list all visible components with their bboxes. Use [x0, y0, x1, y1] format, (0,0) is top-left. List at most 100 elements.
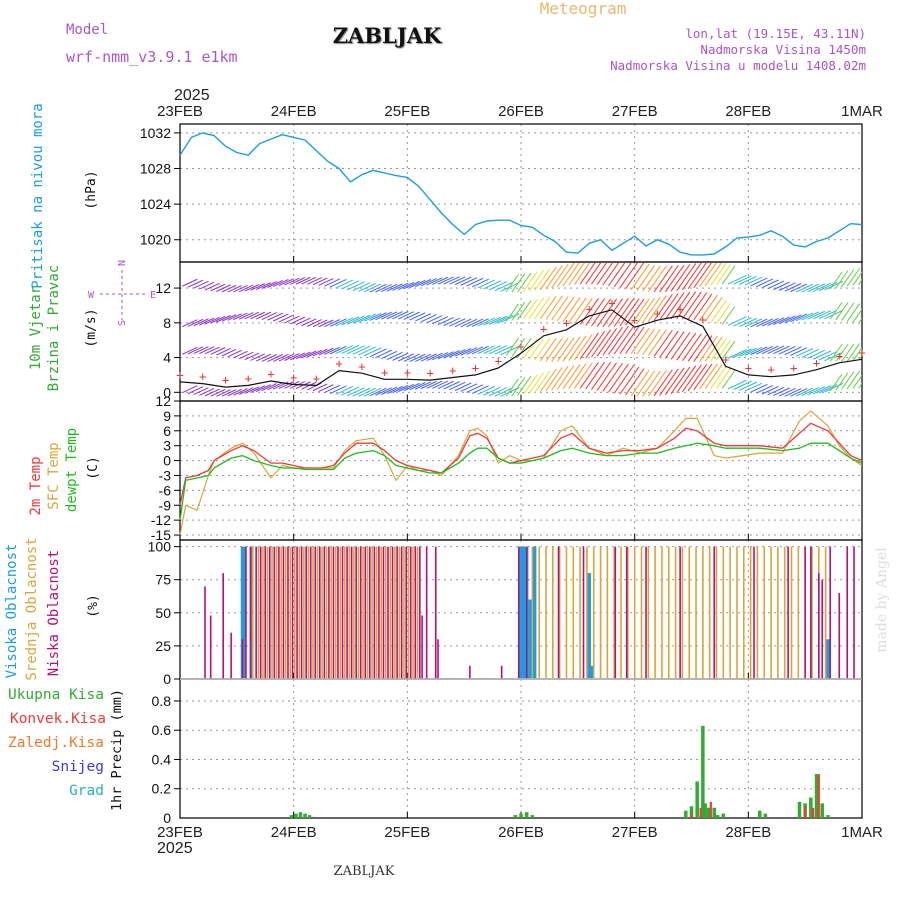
wind-barb — [647, 265, 667, 293]
wind-gust-marker: + — [199, 370, 206, 384]
wind-barb — [790, 283, 808, 293]
y-tick-label: 50 — [155, 605, 171, 621]
wind-barb — [488, 345, 508, 355]
wind-barb — [398, 281, 415, 291]
wind-barb — [255, 282, 272, 290]
wind-barb — [835, 343, 849, 362]
low-cloud-bar — [500, 665, 503, 679]
wind-barb — [574, 334, 593, 361]
wind-barb — [659, 265, 679, 293]
wind-barb — [454, 348, 472, 357]
wind-gust-marker: + — [404, 365, 411, 379]
wind-barb — [329, 345, 347, 355]
wind-barb — [272, 313, 289, 322]
wind-barb — [392, 282, 409, 291]
wind-barb — [199, 281, 215, 290]
wind-barb — [630, 369, 650, 396]
mid-cloud-bar — [251, 546, 254, 679]
mid-cloud-bar — [330, 546, 332, 679]
mid-cloud-bar — [586, 546, 588, 679]
wind-gust-marker: + — [790, 361, 797, 375]
y-tick-label: -6 — [159, 482, 172, 498]
wind-barb — [858, 278, 862, 285]
mid-cloud-bar — [262, 546, 264, 679]
wind-barb — [460, 277, 478, 286]
wind-barb — [539, 266, 557, 290]
wind-barb — [613, 364, 635, 394]
wind-barb — [841, 343, 855, 362]
wind-barb — [784, 283, 802, 292]
wind-barb — [454, 382, 472, 391]
wind-frame — [179, 261, 863, 402]
wind-barb — [670, 332, 691, 360]
wind-barb — [420, 353, 437, 362]
wind-barb — [290, 316, 306, 325]
wind-barb — [233, 350, 248, 359]
wind-barb — [767, 317, 785, 326]
low-cloud-bar — [364, 546, 367, 679]
low-cloud-bar — [300, 546, 303, 679]
wind-barb — [346, 387, 365, 397]
low-cloud-bar — [821, 579, 824, 679]
low-cloud-bar — [341, 546, 344, 679]
wind-barb — [642, 328, 661, 356]
mid-cloud-bar — [398, 546, 401, 679]
wind-barb — [301, 350, 317, 359]
wind-barb — [420, 314, 437, 323]
low-cloud-bar — [305, 546, 307, 679]
wind-barb — [699, 335, 718, 362]
wind-barb — [369, 283, 387, 293]
wind-barb — [278, 314, 295, 323]
wind-barb — [613, 263, 632, 288]
wind-barb — [716, 303, 732, 324]
wind-barb — [312, 277, 328, 286]
wind-barb — [602, 362, 623, 392]
low-cloud-bar — [810, 546, 812, 679]
wind-barb — [528, 270, 544, 292]
wind-barb — [358, 313, 376, 323]
mid-cloud-bar — [667, 546, 670, 679]
wind-barb — [443, 350, 460, 359]
wind-gust-marker: + — [767, 363, 774, 377]
wind-barb — [801, 311, 820, 321]
low-cloud-bar — [804, 546, 806, 679]
wind-barb — [392, 384, 409, 394]
wind-barb — [335, 386, 354, 395]
wind-barb — [204, 346, 220, 355]
wind-barb — [352, 345, 371, 355]
low-cloud-bar — [278, 546, 280, 679]
wind-barb — [284, 353, 300, 361]
wind-barb — [818, 351, 838, 361]
wind-barb — [562, 336, 581, 362]
wind-barb — [591, 361, 612, 390]
mid-cloud-bar — [298, 546, 301, 679]
wind-barb — [676, 365, 697, 394]
wind-barb — [375, 349, 392, 359]
mid-cloud-bar — [661, 546, 663, 679]
wind-barb — [454, 318, 472, 328]
wind-barb — [545, 367, 563, 392]
wind-barb — [858, 317, 862, 324]
wind-barb — [704, 263, 722, 287]
mid-cloud-bar — [257, 546, 260, 679]
temp-unit-label: (C) — [86, 456, 101, 479]
top-date-label: 26FEB — [498, 103, 544, 120]
wind-barb — [613, 297, 635, 327]
mid-cloud-bar — [416, 546, 419, 679]
wind-barb — [585, 361, 606, 390]
wind-barb — [579, 362, 599, 389]
wind-barb — [352, 314, 371, 324]
meteogram-label: Meteogram — [540, 0, 627, 18]
wind-barb — [761, 385, 779, 395]
wind-barb — [625, 326, 645, 354]
wind-barb — [182, 278, 198, 287]
wind-barb — [591, 263, 607, 285]
low-cloud-bar — [209, 615, 212, 679]
mid-cloud-bar — [749, 546, 752, 679]
wind-barb — [295, 317, 311, 326]
wind-barb — [841, 269, 855, 288]
wind-barb — [363, 283, 382, 293]
wind-barb — [244, 284, 260, 292]
wind-barb — [335, 345, 354, 355]
wind-barb — [488, 281, 508, 291]
